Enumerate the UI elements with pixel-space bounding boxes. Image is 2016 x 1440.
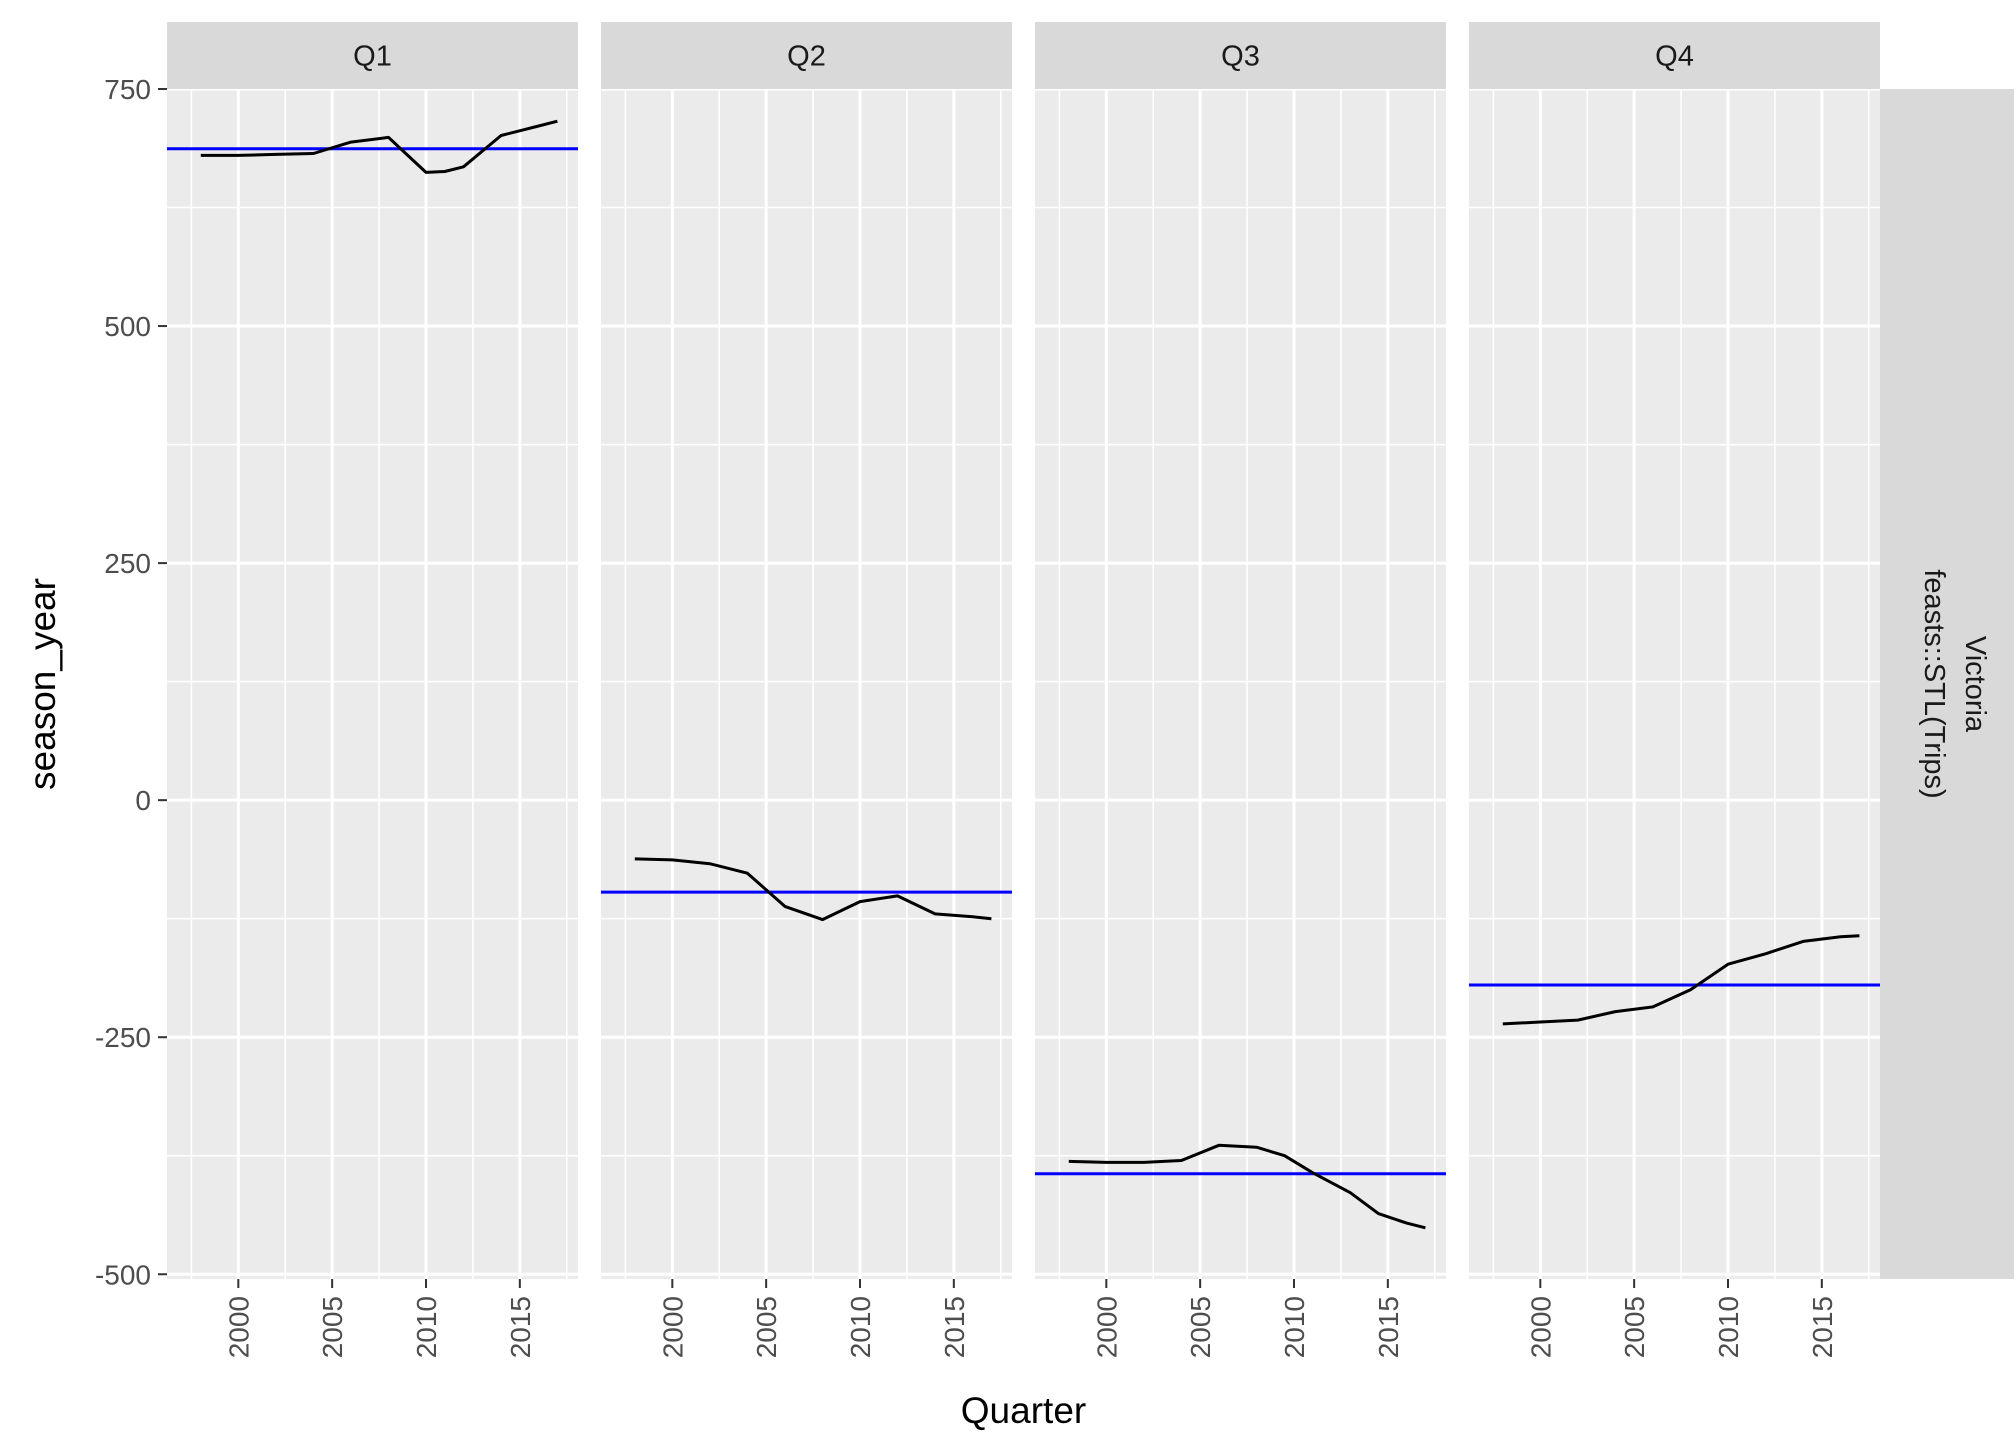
x-axis-title: Quarter (961, 1390, 1086, 1431)
facet-strip-q2 (601, 22, 1012, 89)
panel-background-q2 (601, 89, 1012, 1279)
facet-strip-label: Q4 (1655, 41, 1694, 73)
facet-strip-q1 (167, 22, 578, 89)
series-line-q4 (1502, 934, 1860, 1026)
facet-strip-q4 (1469, 22, 1880, 89)
series-line-q3 (1068, 1143, 1426, 1230)
facet-strip-q3 (1035, 22, 1446, 89)
row-strip-label-region: Victoria (1959, 636, 1991, 733)
panel-background-q4 (1469, 89, 1880, 1279)
x-tick-label: 2005 (317, 1296, 348, 1358)
y-tick-label: 750 (104, 74, 151, 105)
x-tick-label: 2005 (1619, 1296, 1650, 1358)
x-tick-label: 2015 (1807, 1296, 1838, 1358)
y-tick-label: -250 (95, 1022, 151, 1053)
panel-background-q3 (1035, 89, 1446, 1279)
y-tick-label: 250 (104, 548, 151, 579)
series-line-q1 (200, 119, 558, 174)
x-tick-label: 2010 (1279, 1296, 1310, 1358)
y-tick-label: 500 (104, 311, 151, 342)
y-axis-title: season_year (22, 578, 63, 790)
x-tick-label: 2010 (845, 1296, 876, 1358)
facet-strip-label: Q1 (353, 41, 392, 73)
x-tick-label: 2005 (751, 1296, 782, 1358)
y-tick-label: 0 (135, 785, 151, 816)
x-tick-label: 2010 (411, 1296, 442, 1358)
y-tick-label: -500 (95, 1259, 151, 1290)
x-tick-label: 2000 (1091, 1296, 1122, 1358)
x-tick-label: 2000 (1525, 1296, 1556, 1358)
facet-strip-label: Q3 (1221, 41, 1260, 73)
row-strip-label-model: feasts::STL(Trips) (1918, 569, 1950, 798)
x-tick-label: 2005 (1185, 1296, 1216, 1358)
row-strip (1880, 89, 2014, 1279)
x-tick-label: 2000 (223, 1296, 254, 1358)
x-tick-label: 2015 (939, 1296, 970, 1358)
x-tick-label: 2000 (657, 1296, 688, 1358)
panel-background-q1 (167, 89, 578, 1279)
x-tick-label: 2015 (505, 1296, 536, 1358)
x-tick-label: 2010 (1713, 1296, 1744, 1358)
series-line-q2 (634, 857, 992, 922)
x-tick-label: 2015 (1373, 1296, 1404, 1358)
facet-strip-label: Q2 (787, 41, 826, 73)
